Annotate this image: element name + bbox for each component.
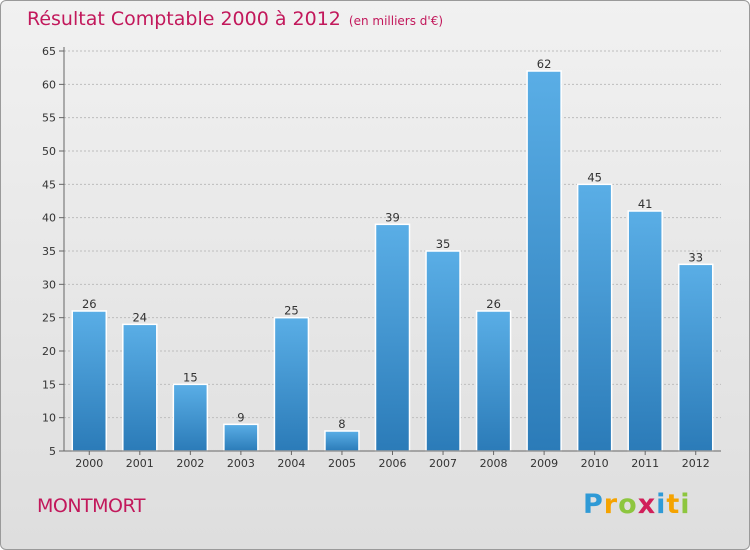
y-tick-label: 10 [42, 412, 56, 425]
x-tick-label-2008: 2008 [480, 457, 508, 470]
bar-2003 [223, 423, 259, 452]
value-label-2008: 26 [486, 297, 501, 311]
x-tick-label-2000: 2000 [75, 457, 103, 470]
value-label-2002: 15 [183, 370, 198, 384]
chart-subtitle: (en milliers d'€) [348, 14, 444, 28]
y-tick-label: 20 [42, 345, 56, 358]
y-tick-label: 60 [42, 78, 56, 91]
y-tick-label: 55 [42, 112, 56, 125]
value-label-2004: 25 [284, 304, 299, 318]
logo-letter: t [666, 489, 681, 520]
x-tick-label-2009: 2009 [530, 457, 558, 470]
bars: 26 24 15 9 25 8 39 35 26 62 45 41 33 [71, 57, 714, 452]
logo-letter: i [680, 489, 691, 520]
y-tick-label: 35 [42, 245, 56, 258]
axes: 5 10 15 20 25 30 35 40 45 50 55 60 65 2000 2001 2002 200… [42, 45, 721, 470]
bar-2004 [273, 316, 310, 452]
bar-2010 [576, 183, 613, 452]
chart-title: Résultat Comptable 2000 à 2012 (en millie… [27, 8, 443, 30]
x-tick-label-2001: 2001 [126, 457, 154, 470]
logo-letter: r [603, 489, 619, 520]
value-label-2012: 33 [688, 250, 703, 264]
y-tick-label: 40 [42, 212, 56, 225]
y-tick-label: 25 [42, 312, 56, 325]
logo-letter: x [637, 489, 657, 520]
logo-letter: i [656, 489, 667, 520]
x-tick-label-2010: 2010 [581, 457, 609, 470]
x-tick-label-2003: 2003 [227, 457, 255, 470]
bar-2000 [71, 310, 108, 452]
logo-letter: P [583, 489, 604, 520]
bar-2005 [324, 430, 360, 452]
x-tick-label-2012: 2012 [682, 457, 710, 470]
bar-2008 [475, 310, 512, 452]
value-label-2011: 41 [638, 197, 653, 211]
value-label-2009: 62 [537, 57, 552, 71]
y-tick-label: 15 [42, 378, 56, 391]
bar-2012 [677, 263, 714, 452]
value-label-2005: 8 [338, 417, 345, 431]
value-label-2003: 9 [237, 410, 244, 424]
y-tick-label: 30 [42, 278, 56, 291]
bar-2011 [627, 210, 663, 452]
y-tick-label: 50 [42, 145, 56, 158]
y-tick-label: 65 [42, 45, 56, 58]
bar-2009 [526, 70, 562, 452]
x-tick-label-2011: 2011 [631, 457, 659, 470]
proxiti-logo: Proxiti [583, 489, 691, 520]
value-label-2007: 35 [436, 237, 451, 251]
commune-name: MONTMORT [37, 495, 145, 517]
x-tick-label-2005: 2005 [328, 457, 356, 470]
bar-2006 [374, 223, 411, 452]
x-tick-label-2007: 2007 [429, 457, 457, 470]
x-tick-label-2006: 2006 [379, 457, 407, 470]
y-tick-label: 45 [42, 178, 56, 191]
value-label-2010: 45 [587, 170, 602, 184]
y-tick-label: 5 [49, 445, 56, 458]
x-tick-label-2002: 2002 [176, 457, 204, 470]
bar-2007 [425, 250, 461, 452]
chart-title-text: Résultat Comptable 2000 à 2012 [27, 8, 341, 30]
value-label-2000: 26 [82, 297, 97, 311]
value-label-2001: 24 [132, 310, 147, 324]
bar-2002 [172, 383, 209, 452]
x-tick-label-2004: 2004 [277, 457, 305, 470]
bar-2001 [122, 323, 158, 452]
value-label-2006: 39 [385, 210, 400, 224]
logo-letter: o [618, 489, 638, 520]
